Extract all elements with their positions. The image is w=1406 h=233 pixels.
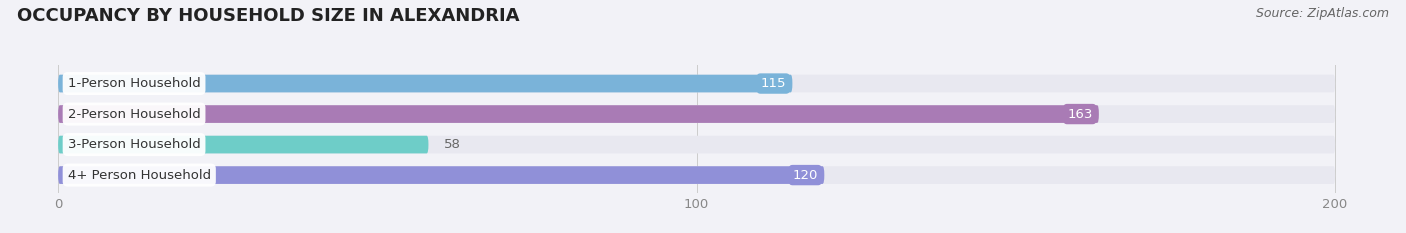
FancyBboxPatch shape [58,166,1336,184]
Text: 2-Person Household: 2-Person Household [67,108,201,120]
Text: Source: ZipAtlas.com: Source: ZipAtlas.com [1256,7,1389,20]
FancyBboxPatch shape [58,136,1336,153]
Text: 4+ Person Household: 4+ Person Household [67,169,211,182]
Text: OCCUPANCY BY HOUSEHOLD SIZE IN ALEXANDRIA: OCCUPANCY BY HOUSEHOLD SIZE IN ALEXANDRI… [17,7,519,25]
FancyBboxPatch shape [58,136,429,153]
Text: 115: 115 [761,77,786,90]
FancyBboxPatch shape [58,166,824,184]
FancyBboxPatch shape [58,75,1336,93]
Text: 120: 120 [793,169,818,182]
Text: 1-Person Household: 1-Person Household [67,77,201,90]
FancyBboxPatch shape [58,105,1336,123]
FancyBboxPatch shape [58,105,1099,123]
Text: 58: 58 [444,138,461,151]
Text: 163: 163 [1067,108,1092,120]
FancyBboxPatch shape [58,75,793,93]
Text: 3-Person Household: 3-Person Household [67,138,201,151]
